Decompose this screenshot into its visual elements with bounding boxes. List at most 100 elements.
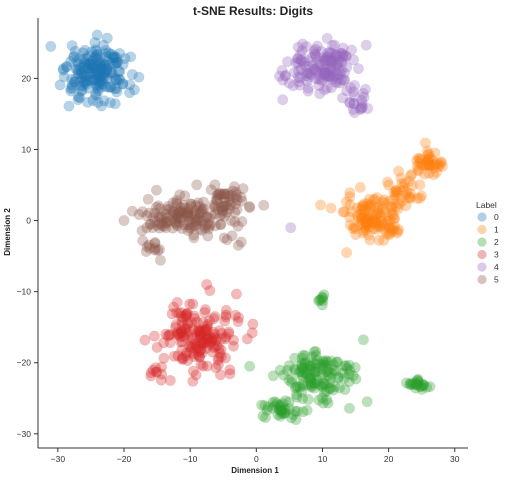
data-point-label-2 bbox=[274, 404, 286, 416]
data-point-label-5 bbox=[178, 207, 190, 219]
data-point-label-0 bbox=[91, 59, 103, 71]
data-point-label-2 bbox=[322, 370, 334, 382]
data-point-label-4 bbox=[320, 70, 332, 82]
data-point-label-5 bbox=[202, 230, 214, 242]
data-point-label-4 bbox=[336, 64, 348, 76]
data-point-label-2 bbox=[317, 363, 329, 375]
data-point-label-5 bbox=[229, 206, 241, 218]
data-point-label-2 bbox=[296, 359, 308, 371]
data-point-label-2 bbox=[328, 364, 340, 376]
data-point-label-0 bbox=[103, 47, 115, 59]
data-point-label-3 bbox=[194, 329, 206, 341]
data-point-label-0 bbox=[109, 98, 121, 110]
data-point-label-0 bbox=[87, 94, 99, 106]
data-point-label-1 bbox=[397, 181, 409, 193]
data-point-label-5 bbox=[137, 235, 149, 247]
data-point-label-0 bbox=[95, 74, 107, 86]
data-point-label-0 bbox=[106, 57, 118, 69]
data-point-label-2 bbox=[320, 385, 332, 397]
data-point-label-4 bbox=[306, 51, 318, 63]
x-tick-label: 30 bbox=[450, 454, 460, 464]
data-point-label-0 bbox=[66, 79, 78, 91]
data-point-label-0 bbox=[94, 72, 106, 84]
data-point-label-0 bbox=[76, 67, 88, 79]
data-point-label-5 bbox=[183, 215, 195, 227]
data-point-label-3 bbox=[180, 350, 192, 362]
data-point-label-1 bbox=[390, 184, 402, 196]
data-point-label-0 bbox=[88, 74, 100, 86]
data-point-label-1 bbox=[419, 168, 431, 180]
data-point-label-2 bbox=[310, 350, 322, 362]
data-point-label-1 bbox=[385, 201, 397, 213]
data-point-label-2 bbox=[316, 369, 328, 381]
data-point-label-3 bbox=[201, 332, 213, 344]
data-point-label-5 bbox=[149, 242, 161, 254]
data-point-label-3 bbox=[160, 328, 172, 340]
data-point-label-2 bbox=[299, 350, 311, 362]
data-point-label-1 bbox=[363, 213, 375, 225]
data-point-label-5 bbox=[176, 206, 188, 218]
data-point-label-2 bbox=[349, 361, 361, 373]
data-point-label-0 bbox=[68, 51, 80, 63]
data-point-label-5 bbox=[225, 215, 237, 227]
data-point-label-4 bbox=[302, 60, 314, 72]
data-point-label-0 bbox=[95, 62, 107, 74]
data-point-label-3 bbox=[220, 331, 232, 343]
data-point-label-4 bbox=[332, 58, 344, 70]
data-point-label-2 bbox=[278, 369, 290, 381]
data-point-label-4 bbox=[319, 62, 331, 74]
data-point-label-4 bbox=[285, 222, 297, 234]
data-point-label-0 bbox=[112, 56, 124, 68]
data-point-label-0 bbox=[77, 47, 89, 59]
data-point-label-2 bbox=[316, 359, 328, 371]
data-point-label-3 bbox=[168, 301, 180, 313]
data-point-label-3 bbox=[220, 311, 232, 323]
data-point-label-5 bbox=[210, 194, 222, 206]
data-point-label-5 bbox=[150, 201, 162, 213]
data-point-label-4 bbox=[281, 56, 293, 68]
data-point-label-1 bbox=[371, 220, 383, 232]
data-point-label-2 bbox=[317, 292, 329, 304]
data-point-label-5 bbox=[174, 189, 186, 201]
data-point-label-0 bbox=[111, 56, 123, 68]
data-point-label-4 bbox=[299, 60, 311, 72]
data-point-label-0 bbox=[78, 62, 90, 74]
data-point-label-3 bbox=[201, 360, 213, 372]
data-point-label-1 bbox=[344, 199, 356, 211]
data-point-label-5 bbox=[161, 212, 173, 224]
data-point-label-0 bbox=[89, 74, 101, 86]
data-point-label-3 bbox=[145, 367, 157, 379]
data-point-label-1 bbox=[382, 211, 394, 223]
data-point-label-0 bbox=[102, 81, 114, 93]
data-point-label-1 bbox=[355, 212, 367, 224]
data-point-label-1 bbox=[362, 204, 374, 216]
data-point-label-4 bbox=[362, 103, 374, 115]
data-point-label-5 bbox=[141, 222, 153, 234]
data-point-label-5 bbox=[235, 191, 247, 203]
data-point-label-0 bbox=[88, 59, 100, 71]
data-point-label-0 bbox=[86, 61, 98, 73]
data-point-label-3 bbox=[172, 350, 184, 362]
data-point-label-2 bbox=[309, 367, 321, 379]
y-tick-label: −20 bbox=[17, 358, 32, 368]
data-point-label-1 bbox=[393, 224, 405, 236]
data-point-label-2 bbox=[410, 378, 422, 390]
data-point-label-0 bbox=[79, 75, 91, 87]
data-point-label-3 bbox=[193, 340, 205, 352]
data-point-label-2 bbox=[271, 398, 283, 410]
data-point-label-2 bbox=[279, 395, 291, 407]
data-point-label-5 bbox=[219, 195, 231, 207]
data-point-label-0 bbox=[94, 63, 106, 75]
data-point-label-4 bbox=[283, 77, 295, 89]
data-point-label-3 bbox=[183, 326, 195, 338]
data-point-label-4 bbox=[319, 67, 331, 79]
data-point-label-3 bbox=[213, 343, 225, 355]
data-point-label-2 bbox=[276, 408, 288, 420]
data-point-label-3 bbox=[210, 334, 222, 346]
data-point-label-3 bbox=[223, 328, 235, 340]
data-point-label-2 bbox=[276, 406, 288, 418]
data-point-label-5 bbox=[185, 198, 197, 210]
data-point-label-0 bbox=[91, 80, 103, 92]
data-point-label-4 bbox=[317, 52, 329, 64]
data-point-label-3 bbox=[210, 333, 222, 345]
